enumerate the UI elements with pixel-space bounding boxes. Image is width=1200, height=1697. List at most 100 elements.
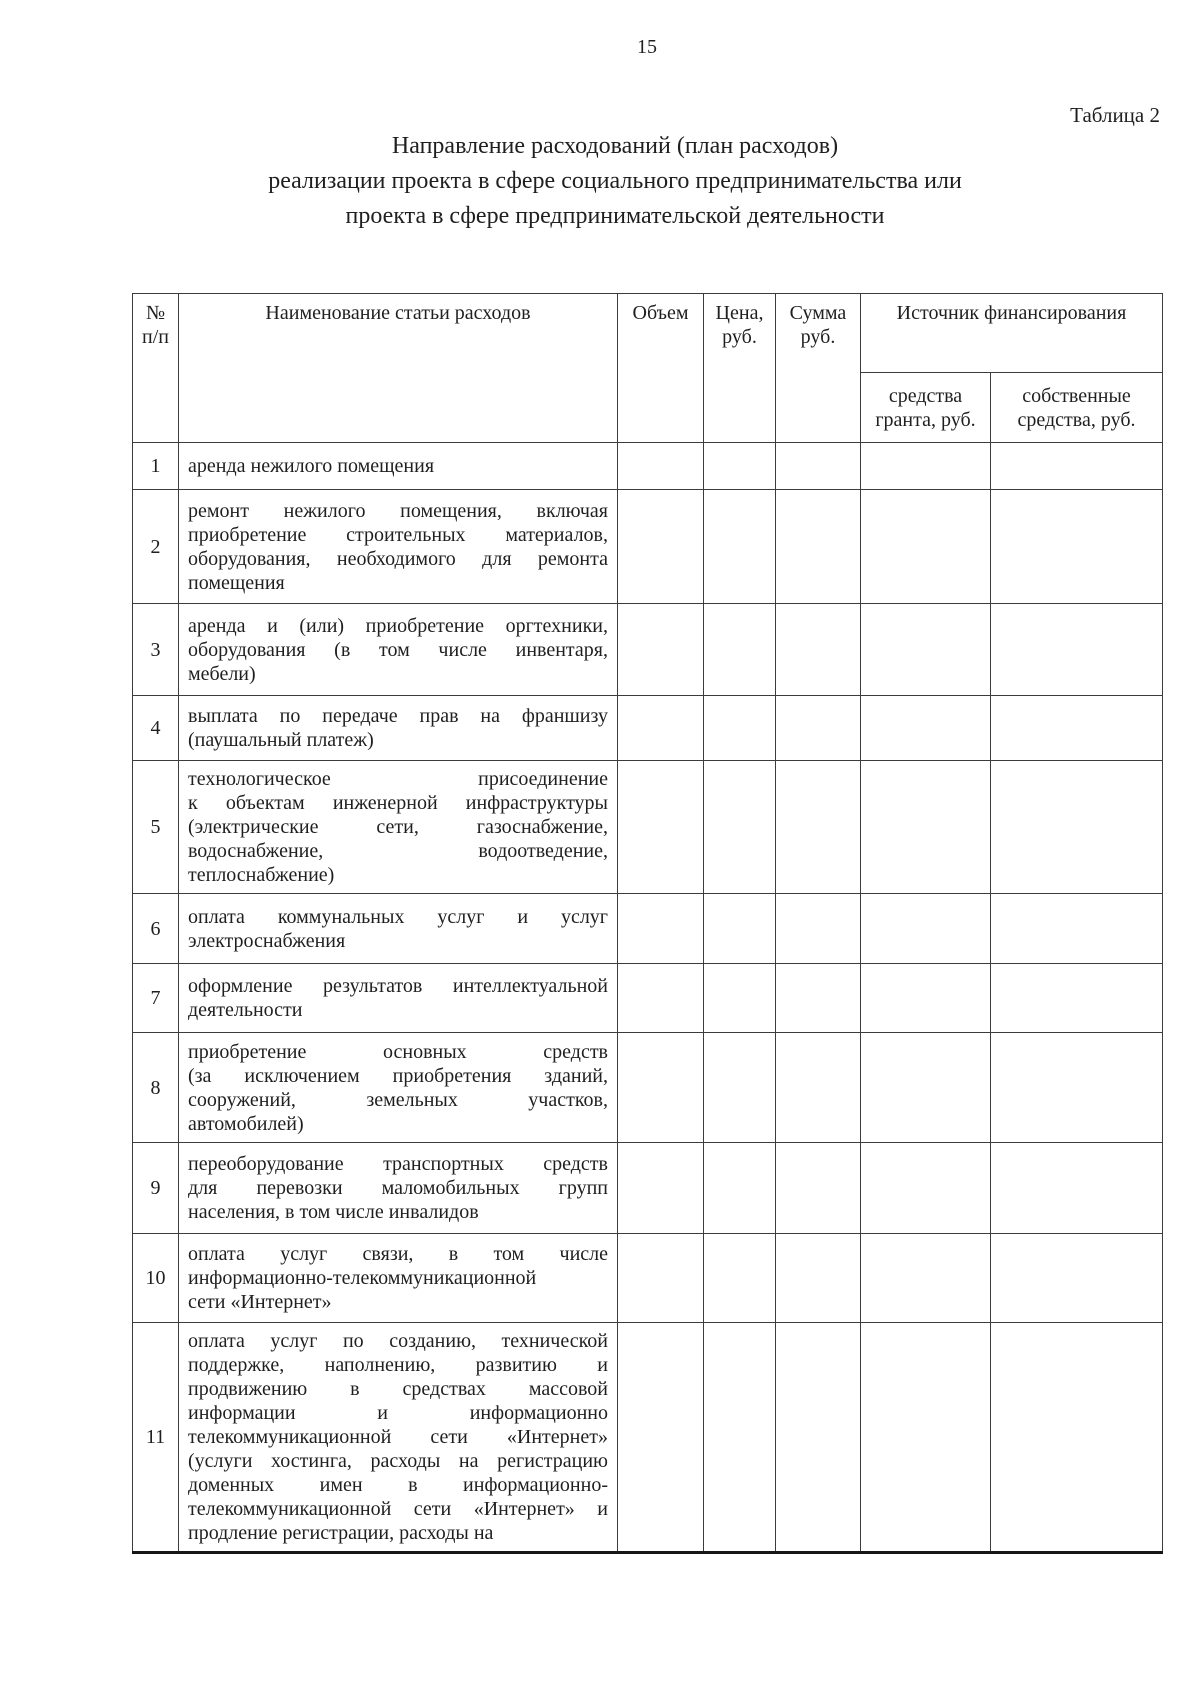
empty-value-cell	[990, 760, 1163, 894]
empty-value-cell	[775, 893, 861, 964]
title-line-2: реализации проекта в сфере социального п…	[268, 168, 962, 194]
expense-item-name-cell: переоборудование транспортных средств для…	[178, 1142, 618, 1234]
empty-value-cell	[860, 1142, 991, 1234]
col-header-row-number: № п/п	[132, 293, 179, 443]
empty-value-cell	[617, 489, 704, 604]
row-number-cell: 2	[132, 489, 179, 604]
empty-value-cell	[860, 760, 991, 894]
empty-value-cell	[775, 1322, 861, 1554]
table-row: 7 оформление результатов интеллектуальной…	[132, 963, 1163, 1033]
empty-value-cell	[703, 695, 776, 761]
table-row: 3 аренда и (или) приобретение оргтехники,…	[132, 603, 1163, 696]
empty-value-cell	[775, 695, 861, 761]
empty-value-cell	[990, 1233, 1163, 1323]
empty-value-cell	[775, 1142, 861, 1234]
col-header-sum: Сумма руб.	[775, 293, 861, 443]
empty-value-cell	[617, 1322, 704, 1554]
col-header-funding-source: Источник финансирования	[860, 293, 1163, 373]
row-number-cell: 8	[132, 1032, 179, 1143]
empty-value-cell	[775, 1032, 861, 1143]
empty-value-cell	[775, 963, 861, 1033]
col-header-grant-funds: средства гранта, руб.	[860, 372, 991, 443]
empty-value-cell	[703, 893, 776, 964]
document-title: Направление расходований (план расходов)…	[90, 129, 1140, 234]
table-row: 5 технологическое присоединение к объектам…	[132, 760, 1163, 894]
table-row: 1 аренда нежилого помещения	[132, 442, 1163, 490]
expense-plan-table: № п/п Наименование статьи расходов Объем…	[132, 293, 1163, 1554]
row-number-cell: 6	[132, 893, 179, 964]
empty-value-cell	[775, 489, 861, 604]
expense-item-name-cell: оформление результатов интеллектуальной д…	[178, 963, 618, 1033]
empty-value-cell	[703, 1032, 776, 1143]
expense-item-name-cell: технологическое присоединение к объектам …	[178, 760, 618, 894]
empty-value-cell	[990, 963, 1163, 1033]
empty-value-cell	[703, 489, 776, 604]
empty-value-cell	[990, 1142, 1163, 1234]
empty-value-cell	[775, 442, 861, 490]
expense-item-name-cell: оплата коммунальных услуг и услуг электро…	[178, 893, 618, 964]
row-number-cell: 7	[132, 963, 179, 1033]
title-line-1: Направление расходований (план расходов)	[391, 133, 839, 159]
empty-value-cell	[860, 893, 991, 964]
col-header-price: Цена, руб.	[703, 293, 776, 443]
row-number-cell: 3	[132, 603, 179, 696]
empty-value-cell	[703, 1233, 776, 1323]
empty-value-cell	[990, 489, 1163, 604]
expense-item-name-cell: оплата услуг связи, в том числе информаци…	[178, 1233, 618, 1323]
empty-value-cell	[617, 1032, 704, 1143]
table-row: 6 оплата коммунальных услуг и услуг электр…	[132, 893, 1163, 964]
col-header-volume: Объем	[617, 293, 704, 443]
empty-value-cell	[617, 893, 704, 964]
table-row: 4 выплата по передаче прав на франшизу (па…	[132, 695, 1163, 761]
empty-value-cell	[860, 1322, 991, 1554]
expense-item-name-cell: выплата по передаче прав на франшизу (пау…	[178, 695, 618, 761]
row-number-cell: 5	[132, 760, 179, 894]
empty-value-cell	[703, 963, 776, 1033]
expense-item-name-cell: аренда нежилого помещения	[178, 442, 618, 490]
empty-value-cell	[990, 603, 1163, 696]
empty-value-cell	[860, 963, 991, 1033]
empty-value-cell	[990, 1032, 1163, 1143]
empty-value-cell	[703, 1142, 776, 1234]
empty-value-cell	[775, 603, 861, 696]
empty-value-cell	[860, 695, 991, 761]
title-line-3: проекта в сфере предпринимательской деят…	[345, 203, 885, 229]
empty-value-cell	[617, 442, 704, 490]
empty-value-cell	[617, 695, 704, 761]
table-row: 2 ремонт нежилого помещения, включая приоб…	[132, 489, 1163, 604]
row-number-cell: 10	[132, 1233, 179, 1323]
empty-value-cell	[990, 695, 1163, 761]
empty-value-cell	[860, 1233, 991, 1323]
empty-value-cell	[703, 603, 776, 696]
row-number-cell: 9	[132, 1142, 179, 1234]
table-row: 8 приобретение основных средств (за исключ…	[132, 1032, 1163, 1143]
empty-value-cell	[990, 442, 1163, 490]
row-number-cell: 1	[132, 442, 179, 490]
expense-item-name-cell: ремонт нежилого помещения, включая приобр…	[178, 489, 618, 604]
empty-value-cell	[703, 1322, 776, 1554]
empty-value-cell	[703, 442, 776, 490]
table-row: 11 оплата услуг по созданию, технической п…	[132, 1322, 1163, 1554]
table-row: 10 оплата услуг связи, в том числе информа…	[132, 1233, 1163, 1323]
empty-value-cell	[775, 760, 861, 894]
table-row: 9 переоборудование транспортных средств дл…	[132, 1142, 1163, 1234]
empty-value-cell	[860, 1032, 991, 1143]
expense-item-name-cell: оплата услуг по созданию, технической под…	[178, 1322, 618, 1554]
row-number-cell: 4	[132, 695, 179, 761]
table-caption-label: Таблица 2	[1070, 103, 1160, 127]
expense-item-name-cell: приобретение основных средств (за исключе…	[178, 1032, 618, 1143]
empty-value-cell	[860, 603, 991, 696]
col-header-expense-name: Наименование статьи расходов	[178, 293, 618, 443]
empty-value-cell	[990, 893, 1163, 964]
page-number: 15	[637, 36, 657, 58]
empty-value-cell	[990, 1322, 1163, 1554]
expense-item-name-cell: аренда и (или) приобретение оргтехники, о…	[178, 603, 618, 696]
empty-value-cell	[617, 760, 704, 894]
empty-value-cell	[775, 1233, 861, 1323]
empty-value-cell	[703, 760, 776, 894]
col-header-own-funds: собственные средства, руб.	[990, 372, 1163, 443]
row-number-cell: 11	[132, 1322, 179, 1554]
empty-value-cell	[860, 442, 991, 490]
empty-value-cell	[617, 1142, 704, 1234]
